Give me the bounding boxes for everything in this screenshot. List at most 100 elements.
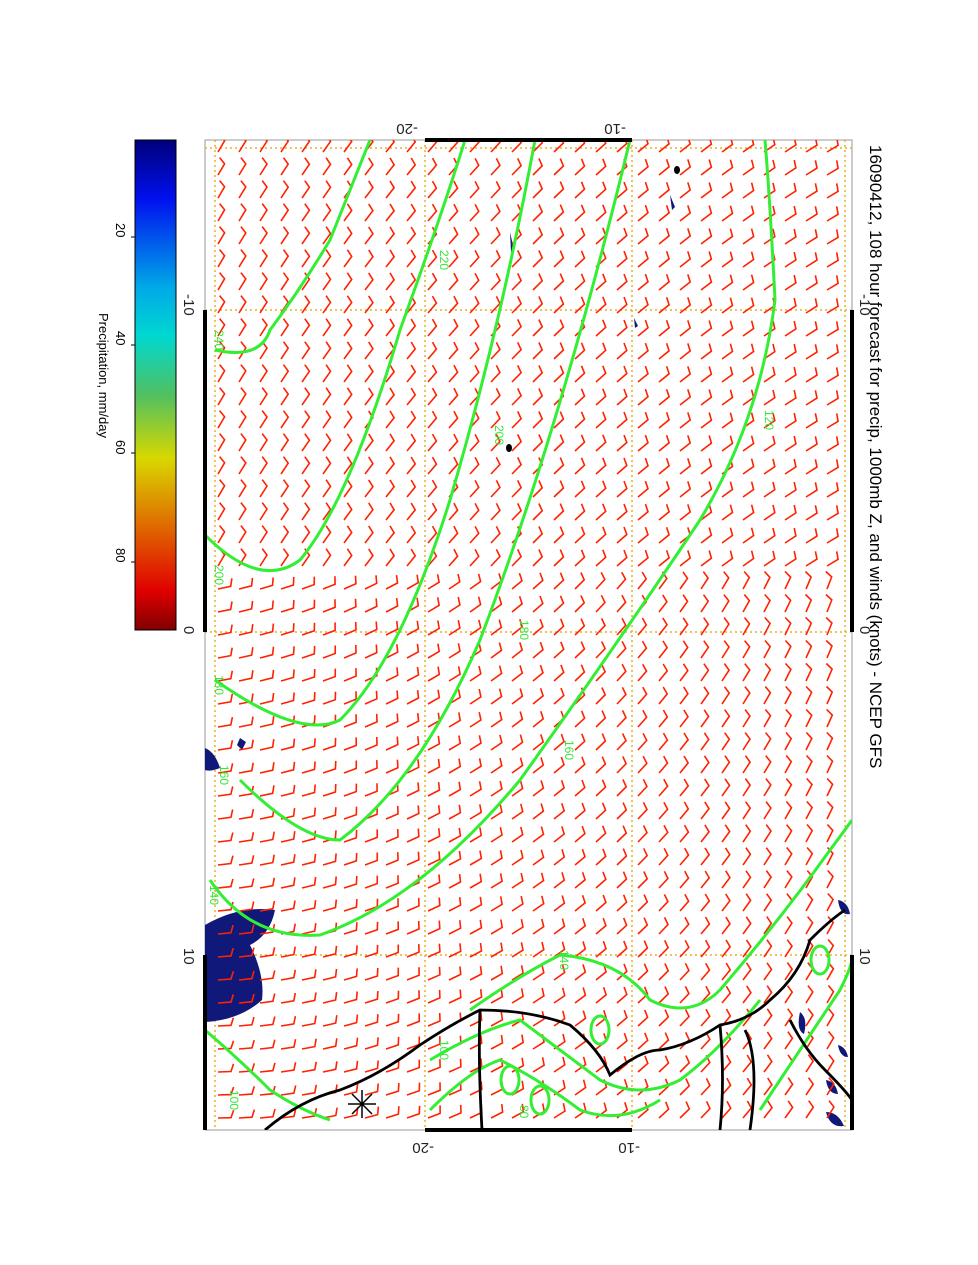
wind-barb — [574, 618, 586, 636]
wind-barb — [826, 505, 839, 521]
wind-barb — [322, 502, 332, 521]
wind-barb — [301, 992, 317, 1004]
wind-barb — [742, 458, 755, 475]
wind-barb — [784, 800, 793, 820]
wind-barb — [490, 456, 501, 475]
wind-barb — [490, 688, 503, 705]
wind-barb — [742, 893, 752, 912]
wind-barb — [700, 801, 710, 820]
wind-barb — [532, 296, 544, 314]
wind-barb — [511, 665, 524, 682]
wind-barb — [259, 410, 268, 429]
wind-barb — [322, 295, 332, 314]
wind-barb — [490, 433, 501, 452]
wind-barb — [490, 387, 501, 406]
wind-barb — [616, 779, 628, 797]
wind-barb — [637, 140, 649, 153]
wind-barb — [301, 525, 311, 544]
wind-barb — [721, 389, 734, 406]
wind-barb — [469, 804, 483, 820]
wind-barb — [469, 596, 482, 613]
wind-barb — [805, 1100, 815, 1119]
wind-barb — [364, 1060, 379, 1073]
wind-barb — [406, 897, 420, 912]
wind-barb — [574, 342, 586, 360]
wind-barb — [658, 801, 669, 820]
axis-bars — [203, 138, 854, 1132]
wind-barb — [427, 666, 441, 682]
wind-barb — [511, 1103, 525, 1119]
wind-barb — [805, 685, 813, 705]
wind-barb — [616, 319, 628, 337]
wind-barb — [511, 826, 524, 843]
wind-barb — [490, 896, 503, 912]
wind-barb — [385, 456, 396, 475]
wind-barb — [343, 226, 353, 245]
wind-barb — [616, 894, 628, 912]
wind-barb — [511, 757, 524, 774]
wind-barb — [280, 784, 296, 797]
wind-barb — [385, 805, 399, 820]
wind-barb — [301, 364, 311, 383]
wind-barb — [763, 893, 773, 912]
wind-barb — [553, 779, 566, 797]
wind-barb — [343, 318, 353, 337]
wind-barb — [616, 457, 628, 475]
wind-barb — [826, 551, 839, 567]
wind-barb — [763, 870, 773, 889]
wind-barb — [259, 249, 268, 268]
wind-barb — [427, 318, 438, 337]
wind-barb — [322, 1107, 338, 1119]
wind-barb — [574, 411, 586, 429]
wind-barb — [595, 687, 607, 705]
wind-barb — [553, 319, 565, 337]
wind-barb — [700, 435, 713, 452]
wind-barb — [805, 551, 818, 567]
wind-barb — [742, 366, 755, 383]
wind-barb — [763, 708, 772, 728]
wind-barb — [637, 686, 648, 705]
wind-barb — [805, 140, 818, 153]
wind-barb — [616, 825, 628, 843]
wind-barb — [532, 595, 544, 613]
wind-barb — [448, 689, 461, 705]
wind-barb — [364, 1037, 379, 1050]
wind-barb — [217, 410, 226, 429]
wind-barb — [658, 640, 669, 659]
wind-barb — [238, 577, 254, 590]
wind-barb — [700, 412, 713, 429]
wind-barb — [385, 272, 396, 291]
wind-barb — [469, 341, 480, 360]
height-contour — [205, 1028, 331, 1122]
wind-barb — [406, 782, 420, 797]
wind-barb — [217, 295, 226, 314]
wind-barb — [406, 456, 417, 475]
wind-barb — [553, 595, 565, 613]
wind-barb — [217, 249, 226, 268]
wind-barb — [595, 802, 607, 820]
wind-barb — [679, 274, 692, 291]
wind-barb — [532, 803, 545, 820]
wind-barb — [742, 1077, 753, 1096]
wind-barb — [406, 364, 417, 383]
wind-barb — [784, 412, 797, 429]
wind-barb — [595, 140, 607, 153]
wind-barb — [322, 157, 332, 176]
wind-barb — [322, 807, 337, 820]
wind-barb — [217, 832, 234, 843]
wind-barb — [763, 755, 772, 774]
wind-barb — [532, 227, 544, 245]
height-contour — [428, 1058, 661, 1118]
wind-barb — [301, 692, 316, 705]
wind-barb — [280, 502, 290, 521]
wind-barb — [217, 203, 226, 222]
wind-barb — [553, 872, 566, 889]
wind-barb — [658, 296, 671, 314]
wind-barb — [742, 228, 755, 245]
wind-barb — [469, 479, 480, 498]
wind-barb — [700, 320, 713, 337]
wind-barb — [574, 296, 586, 314]
wind-barb — [259, 669, 275, 682]
wind-barb — [784, 731, 793, 751]
wind-barb — [637, 709, 648, 728]
